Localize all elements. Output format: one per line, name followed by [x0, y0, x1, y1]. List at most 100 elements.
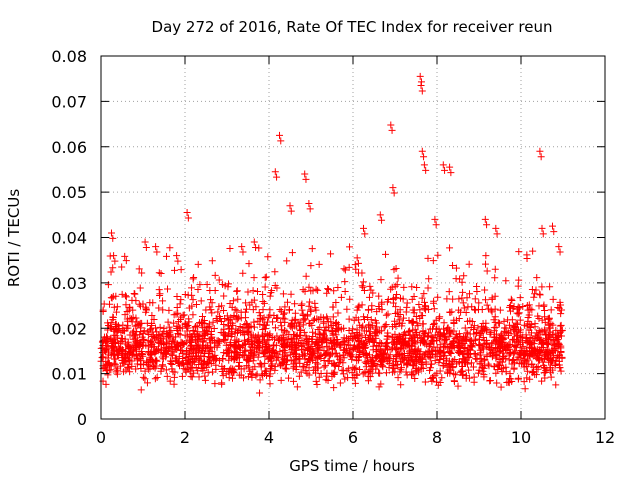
data-point [329, 313, 337, 321]
y-tick-label: 0.06 [51, 138, 87, 157]
data-point [339, 370, 347, 378]
data-point [172, 354, 180, 362]
data-point [245, 357, 253, 365]
data-point [429, 321, 437, 329]
data-point [376, 211, 384, 219]
data-point [417, 81, 425, 89]
data-point [440, 319, 448, 327]
data-point [483, 340, 491, 348]
data-point [349, 363, 357, 371]
data-point [124, 338, 132, 346]
data-point [436, 356, 444, 364]
data-point [515, 374, 523, 382]
data-point [292, 354, 300, 362]
data-point [463, 329, 471, 337]
data-point [228, 303, 236, 311]
data-point [133, 355, 141, 363]
data-point [198, 313, 206, 321]
data-point [450, 377, 458, 385]
data-point [327, 318, 335, 326]
data-point [388, 126, 396, 134]
data-point [292, 315, 300, 323]
data-point [358, 301, 366, 309]
data-point [471, 295, 479, 303]
data-point [132, 314, 140, 322]
data-point [510, 365, 518, 373]
data-point [122, 293, 130, 301]
data-point [501, 324, 509, 332]
data-point [491, 274, 499, 282]
data-point [131, 334, 139, 342]
data-point [557, 321, 565, 329]
data-point [118, 263, 126, 271]
x-tick-label: 4 [264, 428, 274, 447]
data-point [497, 383, 505, 391]
data-point [402, 368, 410, 376]
data-point [404, 353, 412, 361]
data-point [175, 352, 183, 360]
data-point [345, 263, 353, 271]
data-point [346, 243, 354, 251]
data-point [101, 347, 109, 355]
y-tick-label: 0.04 [51, 229, 87, 248]
data-point [381, 322, 389, 330]
data-point [329, 339, 337, 347]
data-point [289, 377, 297, 385]
data-point [337, 341, 345, 349]
data-point [515, 276, 523, 284]
data-point [353, 306, 361, 314]
data-point [376, 327, 384, 335]
data-point [430, 297, 438, 305]
data-point [451, 355, 459, 363]
data-point [397, 350, 405, 358]
data-point [147, 325, 155, 333]
data-point [273, 173, 281, 181]
data-point [109, 264, 117, 272]
data-point [304, 311, 312, 319]
data-point [337, 293, 345, 301]
data-point [508, 336, 516, 344]
data-point [242, 299, 250, 307]
data-point [184, 365, 192, 373]
data-point [484, 360, 492, 368]
data-point [320, 363, 328, 371]
data-point [211, 380, 219, 388]
data-point [557, 332, 565, 340]
data-point [336, 352, 344, 360]
tick-labels: 0 2 4 6 8 10 12 0 0.01 0.02 0.03 0.04 0.05 0.06 0.07 0.… [51, 47, 615, 447]
data-point [448, 343, 456, 351]
data-point [163, 350, 171, 358]
data-point [155, 304, 163, 312]
data-point [239, 269, 247, 277]
data-point [365, 321, 373, 329]
data-point [418, 294, 426, 302]
data-point [170, 311, 178, 319]
data-point [436, 329, 444, 337]
data-point [174, 357, 182, 365]
data-point [411, 350, 419, 358]
data-point [412, 353, 420, 361]
data-point [298, 300, 306, 308]
data-point [541, 306, 549, 314]
data-point [170, 348, 178, 356]
data-point [355, 342, 363, 350]
data-point [248, 373, 256, 381]
data-point [109, 344, 117, 352]
data-point [189, 326, 197, 334]
data-point [463, 294, 471, 302]
data-point [301, 170, 309, 178]
data-point [353, 254, 361, 262]
data-point [505, 356, 513, 364]
data-point [179, 360, 187, 368]
data-point [283, 298, 291, 306]
data-point [290, 360, 298, 368]
data-point [188, 364, 196, 372]
data-point [558, 306, 566, 314]
data-point [520, 321, 528, 329]
data-point [421, 336, 429, 344]
data-point [220, 306, 228, 314]
data-point [238, 342, 246, 350]
data-point [346, 295, 354, 303]
data-point [166, 328, 174, 336]
